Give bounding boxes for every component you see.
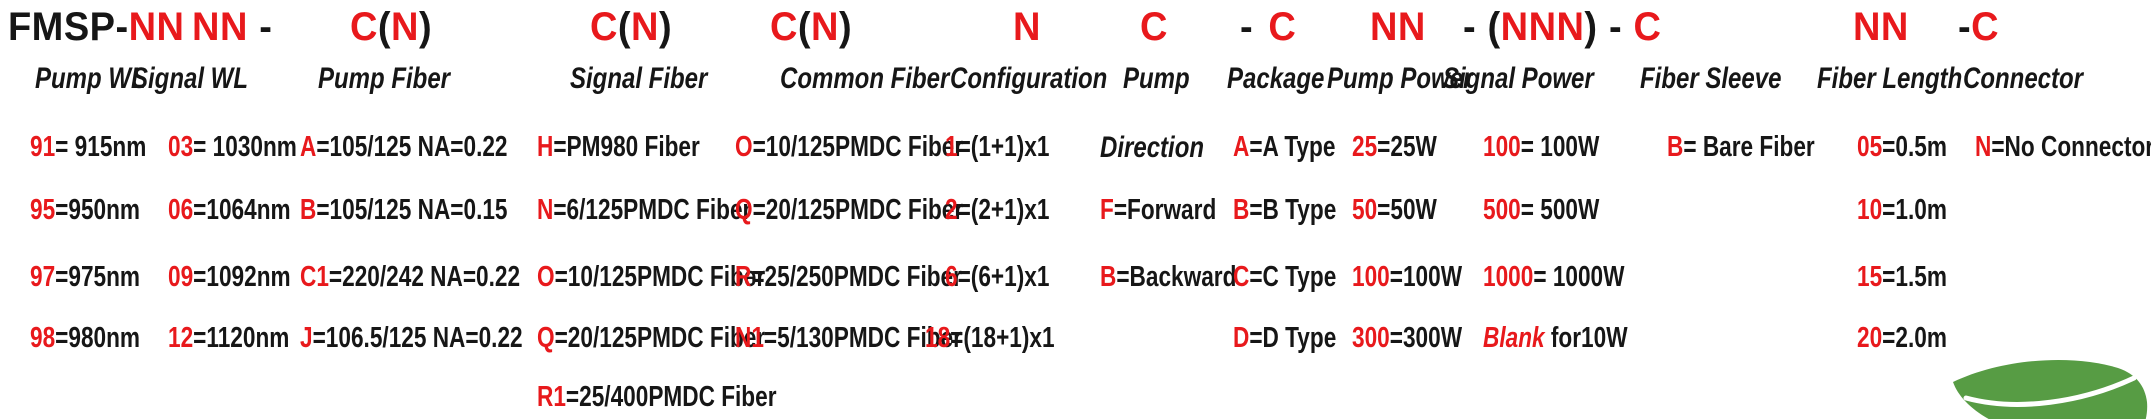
signal-wl-option: 03= 1030nm xyxy=(168,131,297,163)
code-prefix-group: FMSP-NN NN - xyxy=(8,5,272,50)
package-option: B=B Type xyxy=(1233,194,1337,226)
pump-fiber-option: J=106.5/125 NA=0.22 xyxy=(300,322,523,354)
fiber-length-option: 15=1.5m xyxy=(1857,261,1947,293)
pump-direction-option: B=Backward xyxy=(1100,261,1237,293)
header-pump-power: Pump Power xyxy=(1327,62,1473,95)
header-pump-direction-line2: Direction xyxy=(1100,131,1205,164)
signal-wl-option: 12=1120nm xyxy=(168,322,290,354)
common-fiber-option: N1=5/130PMDC Fiber xyxy=(735,322,962,354)
configuration-option: 6=(6+1)x1 xyxy=(945,261,1050,293)
signal-fiber-option: N=6/125PMDC Fiber xyxy=(537,194,752,226)
leaf-logo-icon xyxy=(1953,359,2148,419)
configuration-option: 18=(18+1)x1 xyxy=(925,322,1055,354)
header-package: Package xyxy=(1227,62,1325,95)
pump-fiber-option: A=105/125 NA=0.22 xyxy=(300,131,508,163)
header-signal-fiber: Signal Fiber xyxy=(570,62,708,95)
signal-power-option: 1000= 1000W xyxy=(1483,261,1625,293)
header-connector: Connector xyxy=(1963,62,2083,95)
signal-fiber-option: Q=20/125PMDC Fiber xyxy=(537,322,766,354)
code-pump-fiber: C(N) xyxy=(350,5,433,49)
package-option: C=C Type xyxy=(1233,261,1337,293)
code-family: FMSP- xyxy=(8,5,129,49)
pump-wl-option: 97=975nm xyxy=(30,261,141,293)
header-common-fiber: Common Fiber xyxy=(780,62,950,95)
fiber-length-option: 05=0.5m xyxy=(1857,131,1947,163)
pump-direction-option: F=Forward xyxy=(1100,194,1217,226)
code-pump-direction: C xyxy=(1140,5,1168,49)
signal-wl-option: 09=1092nm xyxy=(168,261,291,293)
common-fiber-option: Q=20/125PMDC Fiber xyxy=(735,194,964,226)
header-pump-wl: Pump WL xyxy=(35,62,146,95)
code-fiber-length: NN xyxy=(1853,5,1909,49)
header-pump-fiber: Pump Fiber xyxy=(318,62,451,95)
code-package: -C xyxy=(1240,5,1297,49)
pump-fiber-option: C1=220/242 NA=0.22 xyxy=(300,261,521,293)
connector-option: N=No Connector xyxy=(1975,131,2151,163)
code-pump-wl: NN xyxy=(128,5,185,49)
fiber-length-option: 10=1.0m xyxy=(1857,194,1947,226)
package-option: A=A Type xyxy=(1233,131,1336,163)
pump-power-option: 25=25W xyxy=(1352,131,1437,163)
pump-wl-option: 98=980nm xyxy=(30,322,141,354)
header-fiber-length: Fiber Length xyxy=(1817,62,1963,95)
signal-fiber-option: R1=25/400PMDC Fiber xyxy=(537,381,777,413)
package-option: D=D Type xyxy=(1233,322,1337,354)
pump-wl-option: 91= 915nm xyxy=(30,131,147,163)
signal-power-option: 500= 500W xyxy=(1483,194,1600,226)
pump-power-option: 300=300W xyxy=(1352,322,1463,354)
fiber-length-option: 20=2.0m xyxy=(1857,322,1947,354)
signal-fiber-option: H=PM980 Fiber xyxy=(537,131,700,163)
header-pump-direction-line1: Pump xyxy=(1123,62,1190,95)
header-configuration: Configuration xyxy=(950,62,1108,95)
common-fiber-option: R=25/250PMDC Fiber xyxy=(735,261,962,293)
pump-fiber-option: B=105/125 NA=0.15 xyxy=(300,194,508,226)
code-signal-fiber: C(N) xyxy=(590,5,673,49)
signal-fiber-option: O=10/125PMDC Fiber xyxy=(537,261,766,293)
pump-power-option: 50=50W xyxy=(1352,194,1437,226)
configuration-option: 2=(2+1)x1 xyxy=(945,194,1050,226)
signal-power-option: 100= 100W xyxy=(1483,131,1600,163)
signal-wl-option: 06=1064nm xyxy=(168,194,291,226)
header-fiber-sleeve: Fiber Sleeve xyxy=(1640,62,1782,95)
code-common-fiber: C(N) xyxy=(770,5,853,49)
code-configuration: N xyxy=(1013,5,1041,49)
pump-wl-option: 95=950nm xyxy=(30,194,141,226)
configuration-option: 1=(1+1)x1 xyxy=(945,131,1050,163)
fiber-sleeve-option: B= Bare Fiber xyxy=(1667,131,1815,163)
header-signal-wl: Signal WL xyxy=(132,62,248,95)
header-signal-power: Signal Power xyxy=(1443,62,1594,95)
code-signal-wl: NN xyxy=(192,5,248,49)
code-pump-power: NN xyxy=(1370,5,1426,49)
code-connector: -C xyxy=(1958,5,2000,49)
common-fiber-option: O=10/125PMDC Fiber xyxy=(735,131,964,163)
code-separator: - xyxy=(259,5,273,49)
signal-power-option-blank: Blank for10W xyxy=(1483,322,1628,354)
code-signal-power: - (NNN) - C xyxy=(1463,5,1662,49)
pump-power-option: 100=100W xyxy=(1352,261,1463,293)
